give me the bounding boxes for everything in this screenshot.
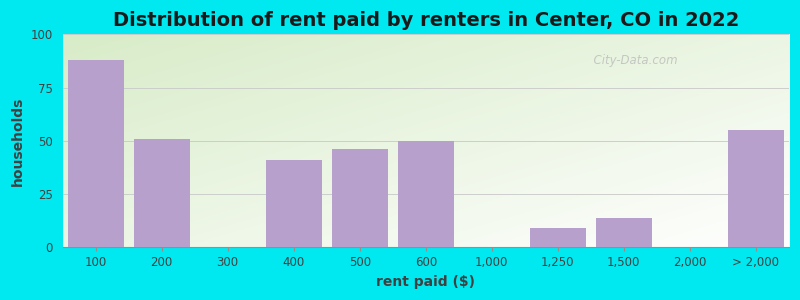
Bar bbox=[398, 141, 454, 247]
Y-axis label: households: households bbox=[11, 96, 25, 186]
Bar bbox=[134, 139, 190, 247]
Bar bbox=[266, 160, 322, 247]
Bar bbox=[596, 218, 652, 247]
X-axis label: rent paid ($): rent paid ($) bbox=[376, 275, 475, 289]
Bar bbox=[530, 228, 586, 247]
Bar bbox=[332, 149, 388, 247]
Bar bbox=[67, 60, 124, 247]
Title: Distribution of rent paid by renters in Center, CO in 2022: Distribution of rent paid by renters in … bbox=[113, 11, 739, 30]
Bar bbox=[728, 130, 784, 247]
Text: City-Data.com: City-Data.com bbox=[586, 54, 677, 67]
